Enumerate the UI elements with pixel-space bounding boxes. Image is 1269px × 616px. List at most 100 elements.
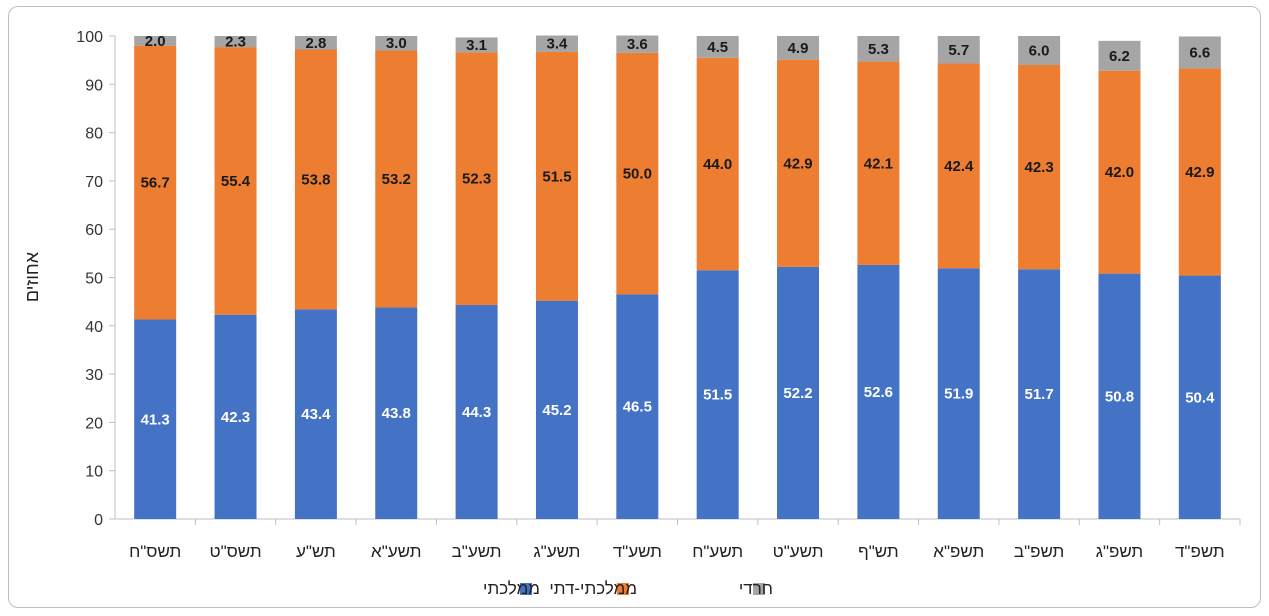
data-label: 42.4: [944, 158, 974, 175]
bar-segment: [455, 305, 498, 519]
bar-segment: [535, 300, 578, 519]
x-tick-label: תשס"ט: [209, 542, 261, 561]
y-tick-label: 30: [85, 367, 103, 384]
y-tick-label: 100: [76, 29, 103, 46]
legend-label: חרדי: [739, 579, 773, 598]
x-tick-label: תשע"ח: [692, 542, 743, 561]
y-tick-label: 10: [85, 464, 103, 481]
bar-segment: [937, 36, 980, 64]
data-label: 51.9: [944, 386, 973, 403]
bar-segment: [857, 61, 900, 265]
y-tick-label: 40: [85, 319, 103, 336]
x-tick-label: תשפ"ד: [1175, 542, 1225, 561]
bar-segment: [455, 37, 498, 53]
data-label: 46.5: [623, 399, 652, 416]
bar-segment: [1178, 36, 1221, 69]
bar-segment: [696, 36, 739, 58]
x-tick-label: תשס"ח: [129, 542, 181, 561]
x-tick-label: תשע"ג: [533, 542, 580, 561]
bar-segment: [777, 266, 820, 519]
bar-segment: [1018, 64, 1061, 270]
data-label: 44.3: [462, 404, 491, 421]
bar-segment: [696, 270, 739, 519]
data-label: 3.4: [547, 36, 569, 53]
data-label: 42.3: [1025, 159, 1054, 176]
y-tick-label: 60: [85, 222, 103, 239]
bar-segment: [535, 35, 578, 52]
y-tick-label: 0: [94, 512, 103, 529]
x-tick-label: תשפ"ג: [1096, 542, 1143, 561]
data-label: 2.8: [305, 35, 326, 52]
data-label: 3.0: [386, 35, 407, 52]
data-label: 50.8: [1105, 388, 1134, 405]
data-label: 3.1: [466, 37, 487, 54]
data-label: 43.8: [382, 405, 411, 422]
legend-label: ממלכתי: [483, 579, 540, 598]
legend-swatch: [520, 583, 532, 595]
data-label: 51.5: [542, 168, 571, 185]
data-label: 42.1: [864, 155, 893, 172]
bar-segment: [616, 35, 659, 53]
x-tick-label: תשפ"א: [933, 542, 984, 561]
data-label: 2.0: [145, 33, 166, 50]
bar-segment: [134, 45, 177, 320]
data-label: 52.3: [462, 171, 491, 188]
data-label: 51.5: [703, 387, 732, 404]
bar-segment: [857, 36, 900, 62]
bar-segment: [375, 36, 418, 51]
data-label: 42.0: [1105, 164, 1134, 181]
bar-segment: [1178, 68, 1221, 276]
data-label: 2.3: [225, 34, 246, 51]
data-label: 6.2: [1109, 48, 1130, 65]
data-label: 53.8: [301, 171, 330, 188]
bar-segment: [535, 51, 578, 301]
data-label: 55.4: [221, 173, 251, 190]
data-label: 42.9: [783, 155, 812, 172]
data-label: 52.2: [783, 385, 812, 402]
bar-segment: [214, 47, 257, 315]
legend-label: ממלכתי-דתי: [549, 579, 637, 598]
bar-segment: [696, 57, 739, 271]
bar-segment: [134, 319, 177, 519]
bar-segment: [616, 52, 659, 295]
bar-segment: [777, 36, 820, 60]
data-label: 3.6: [627, 36, 648, 53]
bar-segment: [375, 50, 418, 308]
data-label: 42.3: [221, 409, 250, 426]
legend-swatch: [753, 583, 765, 595]
bar-segment: [294, 36, 337, 50]
data-label: 41.3: [141, 411, 170, 428]
y-tick-label: 80: [85, 126, 103, 143]
x-tick-label: תשפ"ב: [1014, 542, 1064, 561]
y-tick-label: 90: [85, 77, 103, 94]
y-tick-label: 70: [85, 174, 103, 191]
y-tick-label: 20: [85, 415, 103, 432]
x-tick-label: תשע"א: [371, 542, 421, 561]
data-label: 52.6: [864, 384, 893, 401]
bar-segment: [857, 264, 900, 519]
data-label: 5.3: [868, 41, 889, 58]
bar-segment: [1098, 70, 1141, 274]
bar-segment: [616, 294, 659, 519]
data-label: 51.7: [1025, 386, 1054, 403]
bar-segment: [937, 268, 980, 519]
data-label: 43.4: [301, 406, 331, 423]
bar-segment: [937, 63, 980, 269]
x-tick-label: תשע"ב: [452, 542, 502, 561]
data-label: 5.7: [948, 42, 969, 59]
bar-segment: [1098, 40, 1141, 71]
data-label: 50.0: [623, 166, 652, 183]
data-label: 45.2: [542, 402, 571, 419]
data-label: 4.5: [707, 39, 728, 56]
data-label: 6.0: [1029, 42, 1050, 59]
legend-swatch: [617, 583, 629, 595]
y-axis-title: אחוזים: [22, 251, 42, 302]
bar-segment: [375, 307, 418, 519]
y-tick-label: 50: [85, 271, 103, 288]
bar-segment: [214, 314, 257, 519]
bar-segment: [1098, 273, 1141, 519]
x-tick-label: תש"ע: [296, 542, 336, 561]
data-label: 44.0: [703, 156, 732, 173]
data-label: 56.7: [141, 175, 170, 192]
